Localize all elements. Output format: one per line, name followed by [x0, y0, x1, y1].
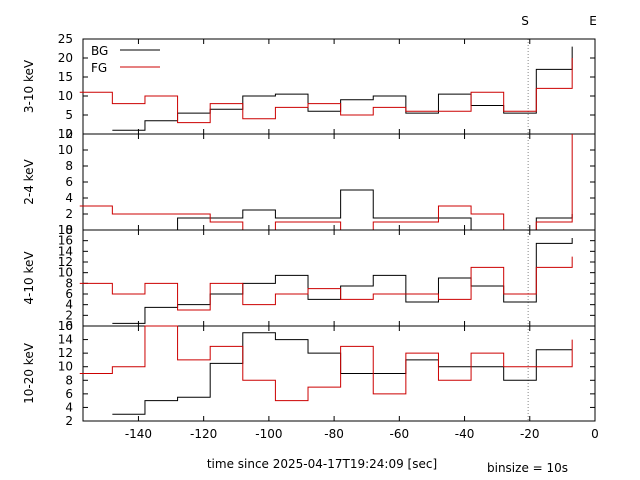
y-tick-label: 6: [65, 287, 73, 301]
marker-label-s: S: [521, 14, 529, 28]
y-tick-label: 2: [65, 308, 73, 322]
y-tick-label: 4: [65, 400, 73, 414]
marker-label-e: E: [589, 14, 597, 28]
series-bg-step: [112, 46, 573, 131]
y-tick-label: 25: [58, 32, 73, 46]
y-tick-label: 10: [58, 266, 73, 280]
y-tick-label: 4: [65, 298, 73, 312]
y-tick-label: 16: [58, 319, 73, 333]
y-tick-label: 12: [58, 255, 73, 269]
y-tick-label: 10: [58, 89, 73, 103]
y-tick-label: 12: [58, 127, 73, 141]
binsize-note: binsize = 10s: [487, 461, 568, 475]
y-tick-label: 2: [65, 207, 73, 221]
y-tick-label: 12: [58, 346, 73, 360]
y-tick-label: 0: [65, 127, 73, 141]
legend-label-bg: BG: [91, 44, 108, 58]
panel-frame: [82, 325, 596, 422]
y-tick-label: 14: [58, 333, 73, 347]
legend: BG FG: [91, 44, 160, 75]
y-axis-label: 4-10 keV: [22, 251, 36, 305]
y-tick-label: 18: [58, 223, 73, 237]
x-tick-label: -20: [520, 427, 540, 441]
x-tick-label: -140: [125, 427, 152, 441]
series-fg-step: [79, 58, 573, 124]
panel-0: 0 5 10 15 20 25 3-10 keV: [22, 32, 596, 141]
x-tick-label: -80: [324, 427, 344, 441]
x-tick-label: -40: [455, 427, 475, 441]
y-axis-label: 10-20 keV: [22, 342, 36, 404]
y-tick-label: 0: [65, 223, 73, 237]
y-tick-label: 10: [58, 143, 73, 157]
y-tick-label: 15: [58, 70, 73, 84]
x-tick-label: -100: [255, 427, 282, 441]
x-tick-label: -120: [190, 427, 217, 441]
y-tick-label: 6: [65, 175, 73, 189]
panel-frame: [82, 229, 596, 327]
series-fg-step: [79, 256, 573, 311]
y-tick-label: 5: [65, 108, 73, 122]
series-bg-step: [112, 332, 573, 415]
x-tick-label: 0: [591, 427, 599, 441]
panel-frame: [82, 38, 596, 135]
y-tick-label: 14: [58, 244, 73, 258]
y-tick-label: 0: [65, 319, 73, 333]
y-axis-label: 3-10 keV: [22, 59, 36, 113]
x-tick-label: -60: [390, 427, 410, 441]
y-tick-label: 4: [65, 191, 73, 205]
y-tick-label: 8: [65, 373, 73, 387]
y-tick-label: 8: [65, 159, 73, 173]
panel-1: 0 2 4 6 8 10 12 2-4 keV: [22, 127, 596, 237]
y-tick-label: 8: [65, 276, 73, 290]
y-tick-label: 20: [58, 51, 73, 65]
x-axis-label: time since 2025-04-17T19:24:09 [sec]: [207, 457, 437, 471]
series-fg-step: [79, 134, 573, 231]
y-axis-label: 2-4 keV: [22, 158, 36, 204]
y-tick-label: 10: [58, 360, 73, 374]
y-tick-label: 6: [65, 387, 73, 401]
panel-frame: [82, 133, 596, 231]
series-fg-step: [79, 325, 573, 402]
y-tick-label: 2: [65, 414, 73, 428]
y-tick-label: 16: [58, 234, 73, 248]
legend-label-fg: FG: [91, 61, 107, 75]
